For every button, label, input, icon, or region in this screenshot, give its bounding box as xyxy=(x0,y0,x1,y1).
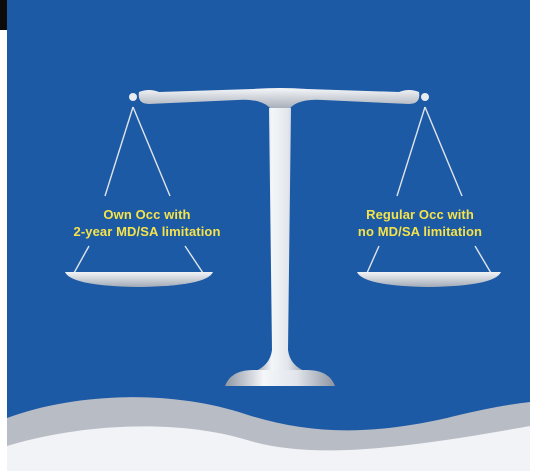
right-pan-label-line2: no MD/SA limitation xyxy=(357,224,483,239)
left-pan xyxy=(65,272,213,287)
left-pan-label: Own Occ with 2-year MD/SA limitation xyxy=(47,206,247,240)
scale-graphic xyxy=(7,0,530,471)
scale-crossbeam xyxy=(138,88,420,112)
beam-end-left xyxy=(129,93,137,101)
right-pan-label-line1: Regular Occ with xyxy=(366,207,474,222)
left-pan-label-line2: 2-year MD/SA limitation xyxy=(73,224,221,239)
right-pan-label: Regular Occ with no MD/SA limitation xyxy=(320,206,520,240)
scale-column xyxy=(253,108,307,372)
right-pan xyxy=(357,272,501,287)
left-pan-strings xyxy=(73,106,204,274)
right-pan-strings xyxy=(366,106,492,274)
beam-end-right xyxy=(421,93,429,101)
black-corner-strip xyxy=(0,0,7,30)
bottom-curve-white xyxy=(7,426,530,471)
left-pan-label-line1: Own Occ with xyxy=(103,207,191,222)
blue-background xyxy=(7,0,530,471)
scale-base xyxy=(225,370,335,386)
scale-illustration: Own Occ with 2-year MD/SA limitation Reg… xyxy=(7,0,530,471)
